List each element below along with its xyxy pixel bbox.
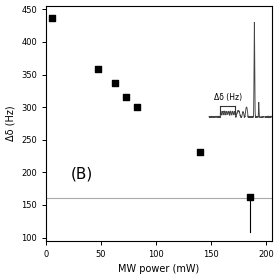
Point <box>95 67 100 72</box>
X-axis label: MW power (mW): MW power (mW) <box>118 264 200 274</box>
Point <box>49 16 54 20</box>
Point <box>113 81 118 85</box>
Text: Δδ (Hz): Δδ (Hz) <box>214 93 242 102</box>
Point <box>135 105 140 109</box>
Y-axis label: Δδ (Hz): Δδ (Hz) <box>6 106 16 141</box>
Point <box>248 194 252 199</box>
Point <box>198 149 202 154</box>
Text: (B): (B) <box>70 167 92 182</box>
Point <box>124 95 129 100</box>
